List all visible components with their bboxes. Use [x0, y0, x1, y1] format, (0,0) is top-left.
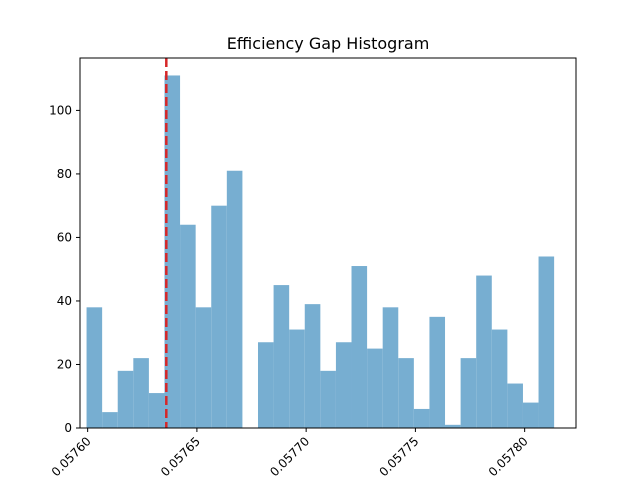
histogram-bar	[86, 307, 103, 428]
histogram-bar	[413, 408, 430, 428]
y-tick-label: 0	[64, 421, 72, 435]
histogram-bar	[180, 224, 196, 428]
y-tick-label: 40	[57, 294, 72, 308]
histogram-bar	[195, 307, 212, 428]
histogram-bar	[117, 370, 134, 428]
x-tick-label: 0.05765	[158, 434, 203, 479]
x-tick-label: 0.05770	[267, 434, 312, 479]
bars-group	[86, 75, 555, 429]
y-tick-label: 100	[49, 103, 72, 117]
histogram-bar	[445, 424, 461, 428]
histogram-bar	[491, 329, 508, 428]
histogram-bar	[367, 348, 383, 428]
x-tick-label: 0.05775	[377, 434, 422, 479]
chart-title: Efficiency Gap Histogram	[227, 34, 430, 53]
histogram-bar	[226, 170, 243, 429]
histogram-bar	[382, 307, 399, 428]
histogram-bar	[133, 358, 149, 428]
histogram-bar	[257, 342, 274, 428]
y-tick-label: 60	[57, 230, 72, 244]
histogram-bar	[320, 370, 336, 428]
histogram-bar	[538, 256, 555, 428]
histogram-bar	[522, 402, 539, 428]
histogram-bar	[148, 393, 165, 428]
x-tick-label: 0.05780	[486, 434, 531, 479]
plot-frame	[79, 57, 577, 429]
histogram-bar	[211, 205, 227, 428]
y-tick-label: 20	[57, 357, 72, 371]
histogram-bar	[398, 358, 414, 428]
histogram-bar	[351, 266, 368, 428]
x-axis-ticks: 0.05760 0.05765 0.05770 0.05775 0.05780	[49, 428, 531, 479]
histogram-bar	[507, 383, 523, 428]
x-tick-label: 0.05760	[49, 434, 94, 479]
histogram-bar	[476, 275, 492, 428]
histogram-bar	[304, 304, 321, 428]
histogram-bar	[164, 75, 181, 429]
y-axis-ticks: 0 20 40 60 80 100	[49, 103, 80, 435]
histogram-bar	[102, 412, 118, 428]
histogram-bar	[429, 316, 446, 428]
histogram-bar	[335, 342, 352, 428]
y-tick-label: 80	[57, 167, 72, 181]
histogram-bar	[289, 329, 305, 428]
histogram-bar	[460, 358, 477, 428]
histogram-bar	[273, 285, 290, 428]
